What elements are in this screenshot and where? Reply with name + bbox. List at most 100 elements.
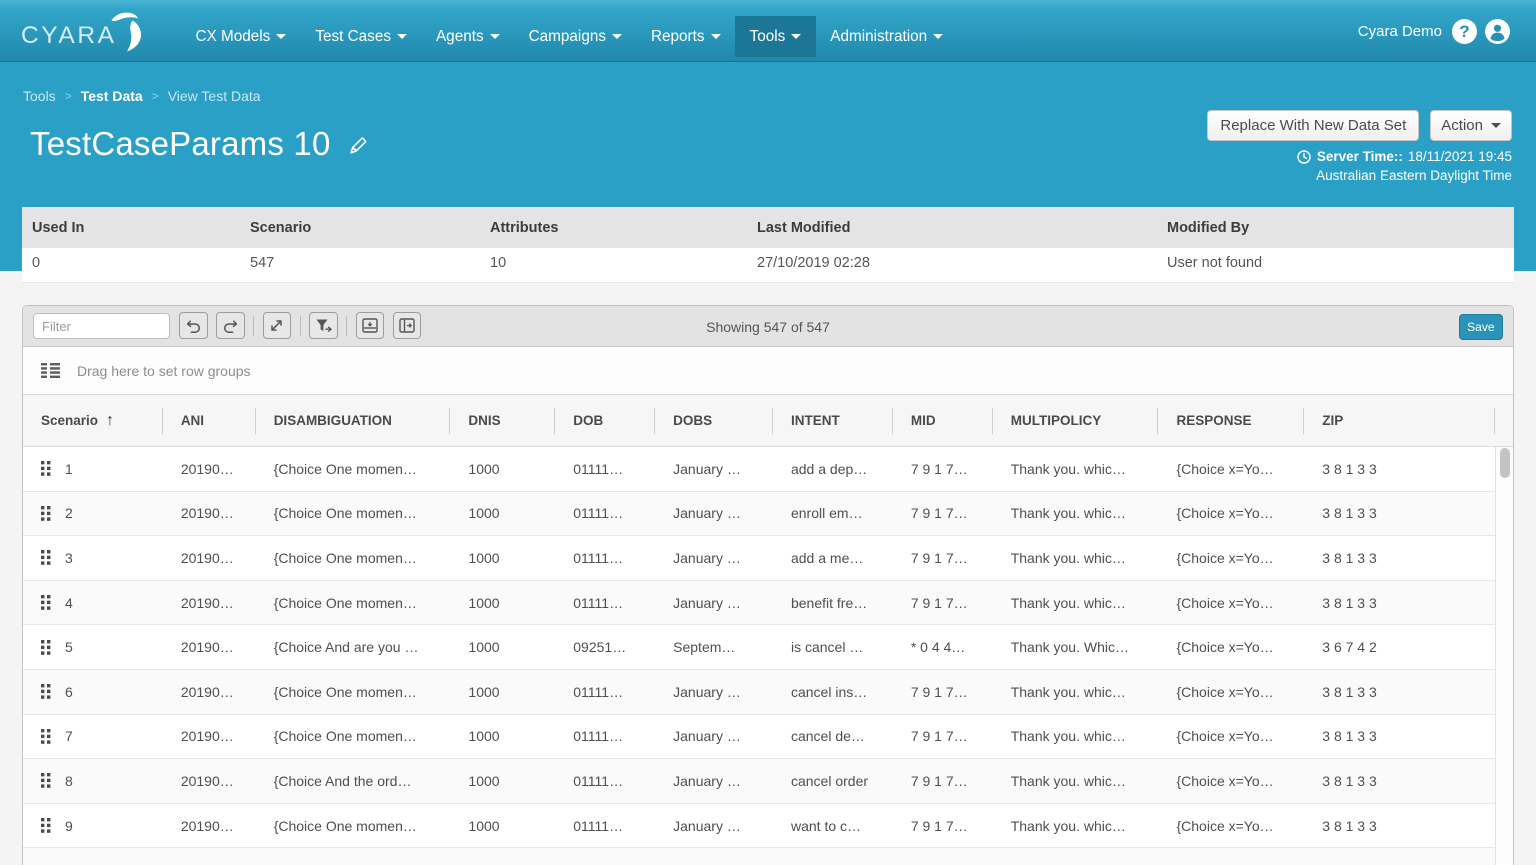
col-header-response[interactable]: RESPONSE [1158,395,1305,446]
row-drag-handle-icon[interactable] [41,684,51,700]
col-header-dnis[interactable]: DNIS [450,395,556,446]
filter-input[interactable] [33,313,170,339]
expand-button[interactable] [262,312,291,339]
action-button[interactable]: Action [1430,110,1512,141]
column-resize-handle[interactable] [1303,408,1305,434]
grid-row-5[interactable]: 5 20190… {Choice And are you … 1000 09251… Se… [23,625,1495,670]
breadcrumb-test-data[interactable]: Test Data [80,88,143,104]
cell-dob: 01111… [573,505,624,522]
redo-button[interactable] [216,312,245,339]
row-drag-handle-icon[interactable] [41,818,51,833]
nav-item-test-cases[interactable]: Test Cases [301,16,422,57]
row-drag-handle-icon[interactable] [41,639,51,655]
col-header-dob[interactable]: DOB [555,395,656,446]
cell-mid: 7 9 1 7… [910,549,968,566]
nav-item-tools[interactable]: Tools [735,16,816,57]
user-avatar-icon[interactable] [1485,18,1510,44]
vertical-scrollbar[interactable] [1495,447,1513,865]
row-drag-handle-icon[interactable] [41,505,51,521]
column-resize-handle[interactable] [1494,408,1495,434]
server-timezone: Australian Eastern Daylight Time [1316,168,1512,183]
col-header-mid[interactable]: MID [893,395,993,446]
cell-zip [1304,848,1495,865]
cell-disambiguation: {Choice One momen… [273,460,417,477]
col-header-zip[interactable]: ZIP [1304,395,1495,446]
nav-item-reports[interactable]: Reports [636,16,735,57]
grid-row-6[interactable]: 6 20190… {Choice One momen… 1000 01111… Janua… [23,669,1495,715]
cell-dob: 01111… [573,772,624,789]
cell-response: {Choice x=Yo… [1176,505,1274,522]
cell-dobs: Septem… [673,639,736,656]
cell-intent: add a me… [790,549,864,566]
scrollbar-thumb[interactable] [1499,448,1510,478]
grid-row-1[interactable]: 1 20190… {Choice One momen… 1000 01111… Janua… [23,447,1495,492]
help-icon[interactable]: ? [1452,18,1477,44]
cell-dobs: January … [673,728,741,745]
grid-row-10[interactable] [23,848,1495,865]
grid-row-3[interactable]: 3 20190… {Choice One momen… 1000 01111… Janua… [23,536,1495,581]
brand-text: CYARA [21,22,117,49]
nav-item-campaigns[interactable]: Campaigns [514,16,636,57]
column-resize-handle[interactable] [991,408,993,434]
column-resize-handle[interactable] [161,408,163,434]
column-resize-handle[interactable] [449,408,451,434]
col-header-scenario[interactable]: Scenario ↑ [23,395,163,446]
edit-pencil-icon[interactable] [346,135,368,157]
cell-multipolicy: Thank you. whic… [1010,594,1126,611]
clear-filter-button[interactable] [309,312,338,339]
cell-dob: 01111… [573,594,624,611]
column-resize-handle[interactable] [654,408,656,434]
caret-down-icon [710,34,721,39]
cell-dobs: January … [673,817,741,834]
grid-row-9[interactable]: 9 20190… {Choice One momen… 1000 01111… Janua… [23,803,1495,849]
column-resize-handle[interactable] [771,408,773,434]
col-header-dobs[interactable]: DOBS [655,395,773,446]
cell-zip: 3 8 1 3 3 [1322,549,1377,566]
grid-row-8[interactable]: 8 20190… {Choice And the ord… 1000 01111… Jan… [23,759,1495,804]
cell-dobs: January … [673,549,741,566]
col-header-multipolicy[interactable]: MULTIPOLICY [993,395,1159,446]
cell-intent: cancel de… [790,728,865,745]
panel-right-button[interactable] [392,312,421,339]
grid-body: 1 20190… {Choice One momen… 1000 01111… Janua… [23,447,1513,865]
column-resize-handle[interactable] [254,408,256,434]
page-title-row: TestCaseParams 10 [30,125,368,163]
row-drag-handle-icon[interactable] [41,728,51,744]
undo-button[interactable] [179,312,208,339]
cell-scenario: 3 [23,536,163,580]
row-drag-handle-icon[interactable] [41,595,51,610]
nav-item-administration[interactable]: Administration [816,16,958,57]
cyara-logo[interactable]: CYARA [0,0,160,62]
cell-scenario: 1 [23,447,163,491]
col-header-ani[interactable]: ANI [163,395,256,446]
col-header-disambiguation[interactable]: DISAMBIGUATION [256,395,451,446]
cell-ani: 20190… [180,594,234,611]
column-resize-handle[interactable] [1157,408,1159,434]
cell-scenario: 7 [23,715,163,759]
row-drag-handle-icon[interactable] [41,550,51,566]
cell-mid: * 0 4 4… [910,639,966,656]
summary-value-modified-by: User not found [1167,255,1263,271]
row-group-drop-zone[interactable]: Drag here to set row groups [23,347,1513,395]
grid-row-4[interactable]: 4 20190… {Choice One momen… 1000 01111… Janua… [23,580,1495,626]
column-resize-handle[interactable] [554,408,556,434]
row-drag-handle-icon[interactable] [41,773,51,789]
grid-row-7[interactable]: 7 20190… {Choice One momen… 1000 01111… Janua… [23,714,1495,760]
grid-row-2[interactable]: 2 20190… {Choice One momen… 1000 01111… Janua… [23,491,1495,537]
save-button[interactable]: Save [1458,314,1503,340]
user-name[interactable]: Cyara Demo [1357,22,1442,40]
breadcrumb-tools[interactable]: Tools [23,88,56,104]
panel-bottom-button[interactable] [355,312,384,339]
breadcrumb-view-test-data[interactable]: View Test Data [167,88,261,104]
cell-ani [163,848,256,865]
cell-scenario: 2 [23,492,163,536]
cell-scenario: 9 [23,804,163,848]
row-drag-handle-icon[interactable] [41,461,51,477]
toolbar-buttons [179,312,421,339]
replace-data-set-button[interactable]: Replace With New Data Set [1207,110,1420,141]
column-resize-handle[interactable] [891,408,893,434]
cell-multipolicy: Thank you. whic… [1010,728,1126,745]
nav-item-agents[interactable]: Agents [421,16,514,57]
nav-item-cx-models[interactable]: CX Models [181,16,301,57]
col-header-intent[interactable]: INTENT [773,395,893,446]
